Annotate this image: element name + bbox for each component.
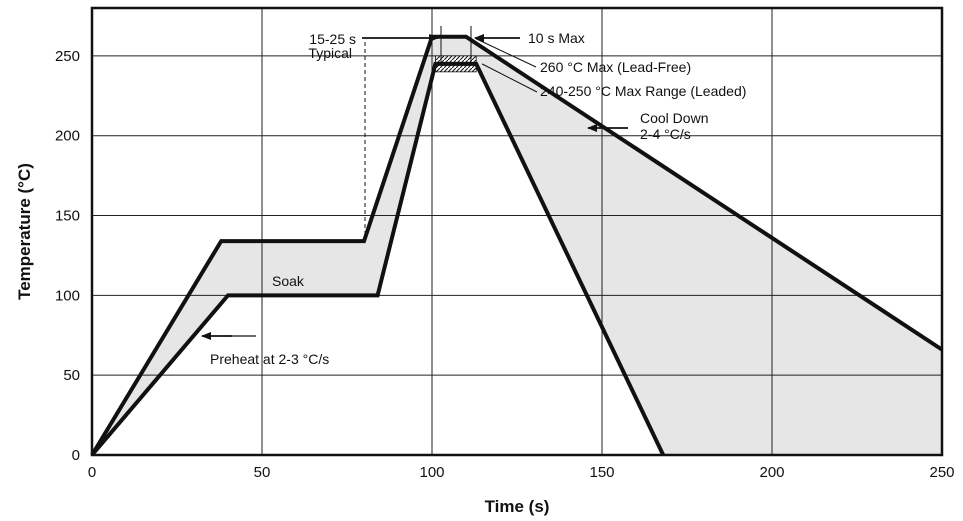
- annotation-cool-down: Cool Down: [640, 110, 708, 126]
- y-tick-label: 150: [55, 208, 80, 225]
- x-tick-label: 250: [929, 464, 954, 481]
- series-lines: [90, 34, 944, 457]
- process-window-fill: [92, 36, 942, 455]
- x-axis-title: Time (s): [485, 497, 550, 516]
- annotation-peak: 260 °C Max (Lead-Free): [540, 59, 691, 75]
- y-tick-label: 0: [72, 447, 80, 464]
- x-tick-label: 100: [419, 464, 444, 481]
- annotation-cool-rate: 2-4 °C/s: [640, 126, 691, 142]
- x-tick-label: 150: [589, 464, 614, 481]
- annotation-soak: Soak: [272, 273, 305, 289]
- lower-limit-line: [90, 61, 666, 457]
- process-window-area: [92, 36, 942, 455]
- band-leader: [481, 63, 538, 93]
- annotation-dwell-time: 15-25 s: [309, 31, 356, 47]
- x-tick-label: 0: [88, 464, 96, 481]
- upper-limit-line: [90, 34, 944, 457]
- y-tick-label: 250: [55, 48, 80, 65]
- annotation-leaded-range: 240-250 °C Max Range (Leaded): [540, 83, 746, 99]
- y-tick-label: 100: [55, 287, 80, 304]
- y-axis-title: Temperature (°C): [15, 163, 34, 300]
- y-tick-label: 50: [63, 367, 80, 384]
- tick-labels: 0 50 100 150 200 250 0 50 100 150 200 250: [55, 48, 955, 481]
- annotation-dwell-typical: Typical: [308, 45, 352, 61]
- x-tick-label: 200: [759, 464, 784, 481]
- annotation-max-time: 10 s Max: [528, 30, 585, 46]
- y-tick-label: 200: [55, 128, 80, 145]
- annotation-preheat: Preheat at 2-3 °C/s: [210, 351, 329, 367]
- x-tick-label: 50: [254, 464, 271, 481]
- plot-frame: [90, 6, 944, 457]
- peak-leader: [475, 38, 537, 68]
